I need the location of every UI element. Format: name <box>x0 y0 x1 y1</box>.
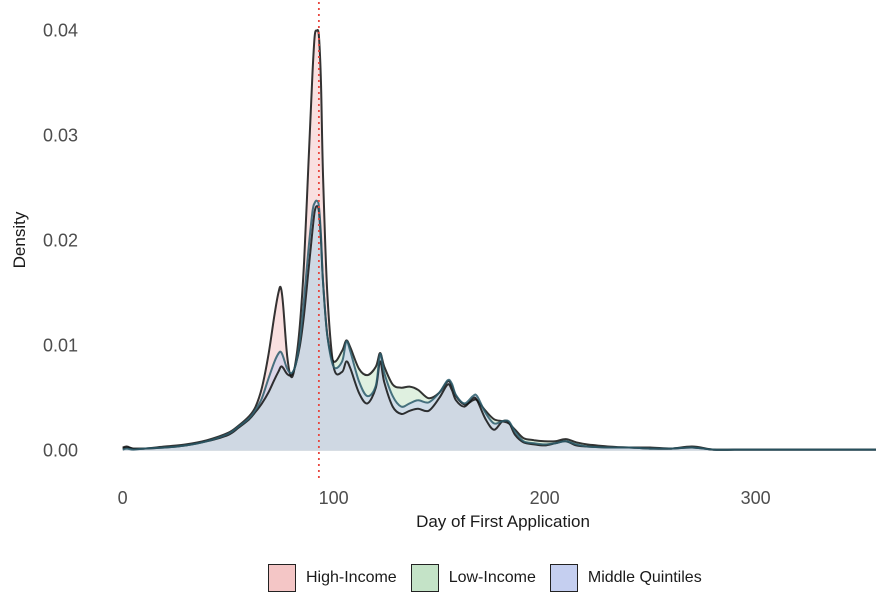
legend-swatch-high-income <box>268 564 296 592</box>
y-axis: 0.00 0.01 0.02 0.03 0.04 <box>43 21 78 461</box>
x-axis: 0 100 200 300 <box>118 488 771 508</box>
legend-label-middle-quintiles: Middle Quintiles <box>587 569 702 586</box>
x-tick-label: 100 <box>319 488 349 508</box>
legend-item-middle-quintiles: Middle Quintiles <box>549 564 702 592</box>
y-tick-label: 0.02 <box>43 231 78 251</box>
y-axis-title: Density <box>10 211 29 268</box>
legend-item-high-income: High-Income <box>268 564 397 592</box>
density-line-low-income <box>122 205 876 451</box>
y-tick-label: 0.01 <box>43 336 78 356</box>
density-area-low-income <box>122 206 876 451</box>
legend-label-high-income: High-Income <box>306 569 397 586</box>
density-outlines <box>122 29 876 451</box>
legend: High-Income Low-Income Middle Quintiles <box>268 562 702 594</box>
legend-swatch-middle-quintiles <box>549 564 578 592</box>
density-line-middle-quintiles <box>122 199 876 451</box>
density-areas <box>122 30 876 451</box>
density-line-high-income <box>122 29 876 451</box>
legend-label-low-income: Low-Income <box>448 569 536 586</box>
legend-swatch-low-income <box>410 564 439 592</box>
y-tick-label: 0.03 <box>43 126 78 146</box>
legend-item-low-income: Low-Income <box>410 564 536 592</box>
density-area-high-income <box>122 30 876 451</box>
y-tick-label: 0.00 <box>43 441 78 461</box>
y-tick-label: 0.04 <box>43 21 78 41</box>
x-tick-label: 0 <box>118 488 128 508</box>
x-axis-title: Day of First Application <box>416 512 590 531</box>
x-tick-label: 200 <box>530 488 560 508</box>
density-area-middle-quintiles <box>122 200 876 451</box>
x-tick-label: 300 <box>741 488 771 508</box>
